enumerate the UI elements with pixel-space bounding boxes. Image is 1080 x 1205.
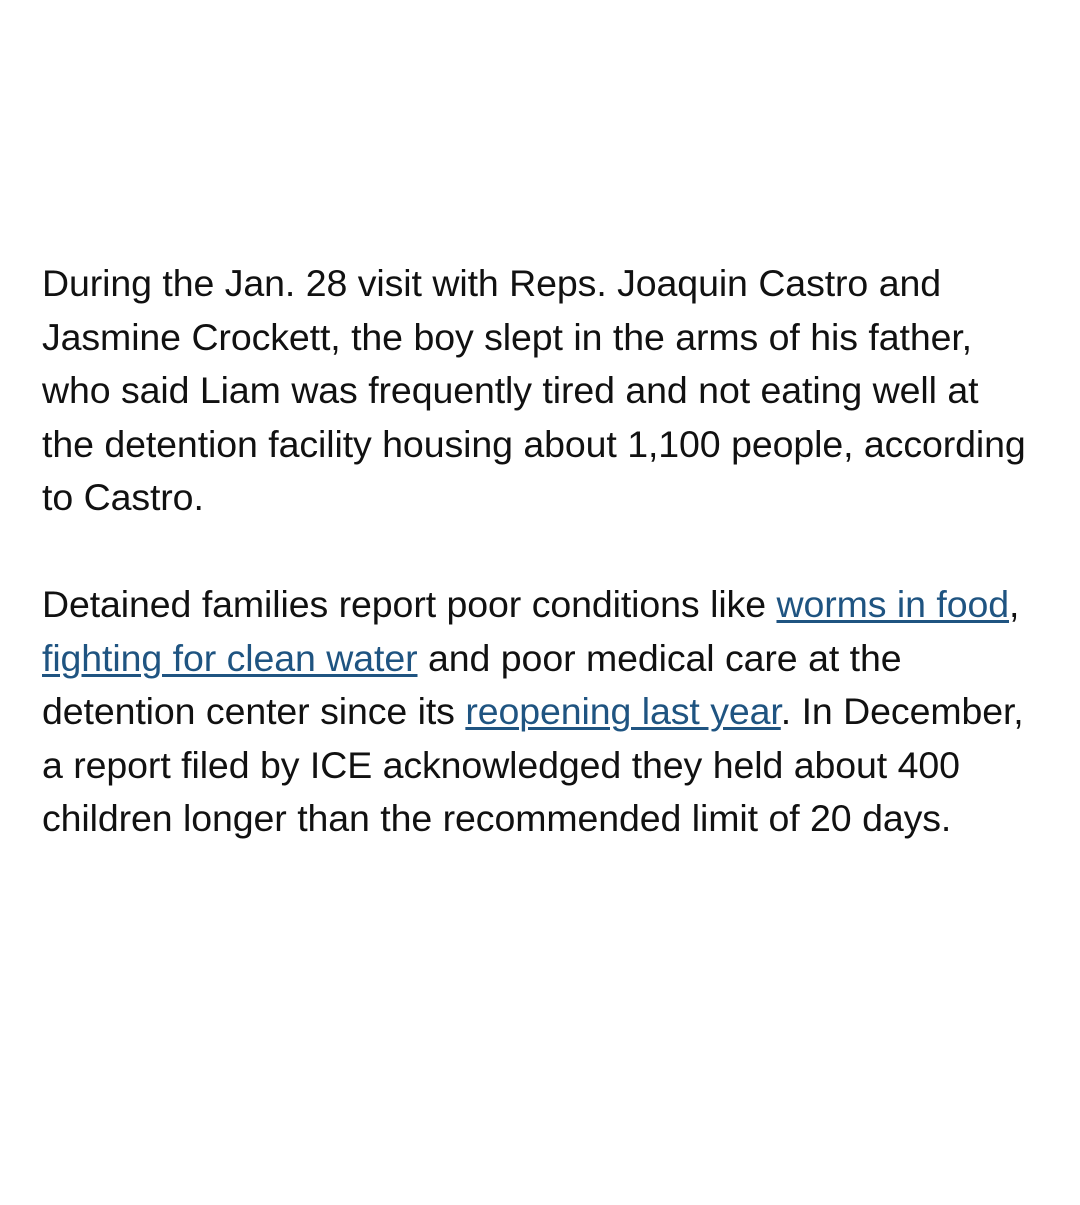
paragraph-2-tail-text: . In December, a report filed by ICE ack… — [42, 690, 1024, 839]
article-body: During the Jan. 28 visit with Reps. Joaq… — [42, 257, 1036, 846]
link-reopening-last-year[interactable]: reopening last year — [465, 690, 781, 732]
link-worms-in-food[interactable]: worms in food — [776, 583, 1010, 625]
paragraph-castro-visit: During the Jan. 28 visit with Reps. Joaq… — [42, 262, 1026, 518]
link-fighting-for-clean-water[interactable]: fighting for clean water — [42, 636, 418, 679]
paragraph-detention-conditions: Detained families report poor conditions… — [42, 578, 1036, 846]
paragraph-2-mid-text: and poor medical care at the detention c… — [42, 636, 902, 733]
paragraph-2-separator: , — [1009, 583, 1020, 625]
paragraph-2-lead-text: Detained families report poor conditions… — [42, 583, 777, 625]
